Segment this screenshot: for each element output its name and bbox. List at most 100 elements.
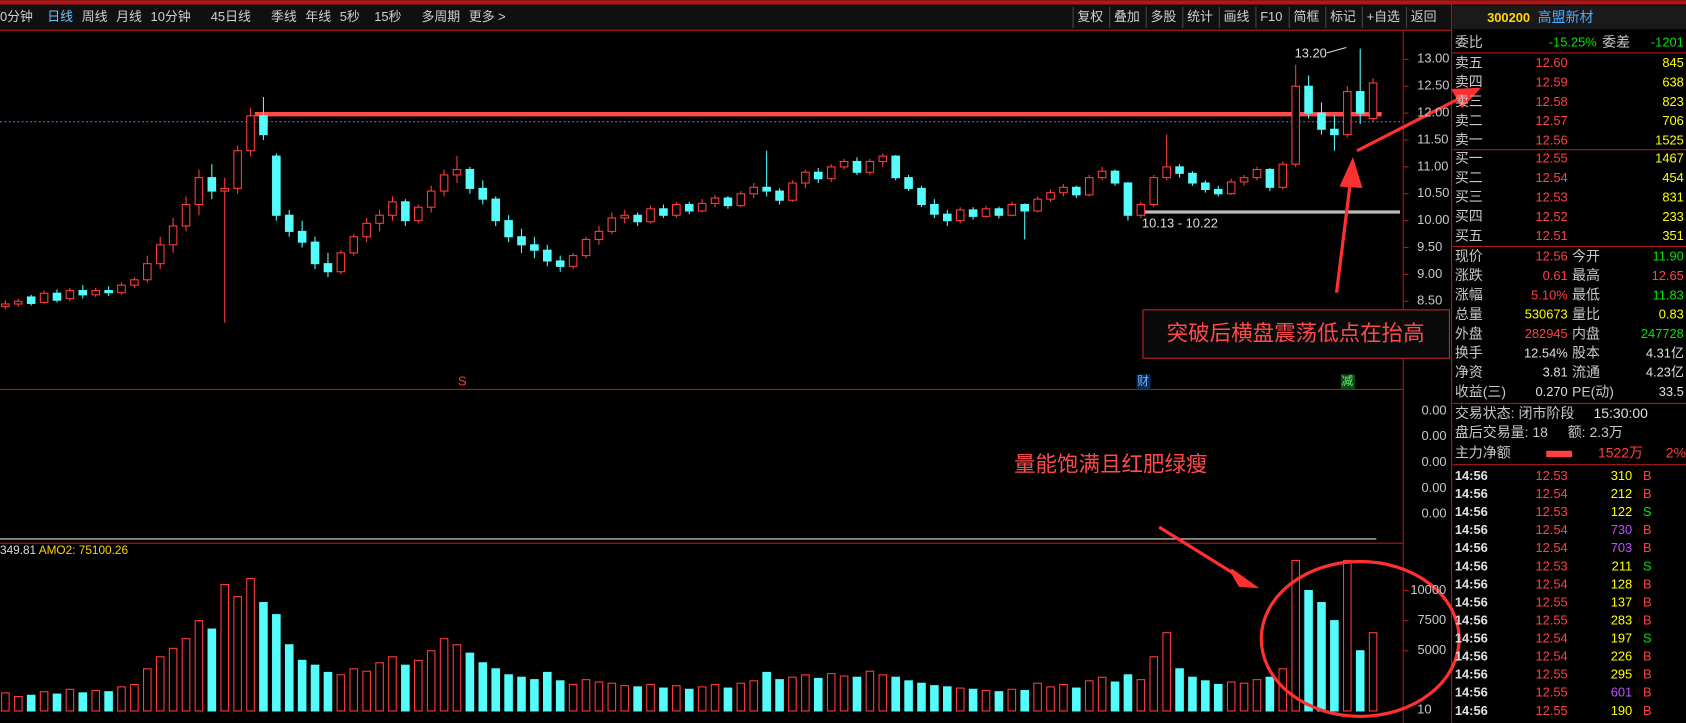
period-tab[interactable]: 0分钟 <box>0 9 33 24</box>
flow-bar <box>1546 450 1573 458</box>
tool-button[interactable]: 标记 <box>1330 9 1356 24</box>
candle-body <box>555 260 565 267</box>
period-tab[interactable]: 更多 > <box>469 9 506 24</box>
volume-bar <box>1136 679 1146 712</box>
tool-button[interactable]: 简框 <box>1294 9 1320 24</box>
volume-bar <box>736 682 746 712</box>
row-label: 委比 <box>1455 34 1483 50</box>
arrow <box>1334 180 1353 293</box>
period-tab[interactable]: 5秒 <box>340 9 360 24</box>
period-tab[interactable]: 10分钟 <box>151 9 191 24</box>
candle-body <box>904 177 913 189</box>
trade-volume: 601 <box>1611 685 1633 700</box>
volume-bar <box>1097 676 1107 712</box>
candle-body <box>143 263 152 281</box>
period-tab[interactable]: 年线 <box>305 9 331 24</box>
period-tab[interactable]: 45日线 <box>211 9 251 24</box>
book-price: 12.51 <box>1535 228 1567 243</box>
candle-body <box>581 238 591 257</box>
tool-button[interactable]: 返回 <box>1411 9 1437 24</box>
volume-bar <box>917 682 926 712</box>
book-price: 12.59 <box>1535 74 1567 89</box>
trade-volume: 226 <box>1611 649 1633 664</box>
book-price: 12.55 <box>1535 151 1567 166</box>
book-price: 12.56 <box>1535 132 1567 147</box>
volume-bar <box>994 691 1004 712</box>
trade-time: 14:56 <box>1455 667 1488 682</box>
candle-body <box>1033 198 1042 212</box>
volume-bar <box>942 686 952 712</box>
period-tab[interactable]: 周线 <box>82 9 108 24</box>
tool-button[interactable]: F10 <box>1260 9 1282 24</box>
status-text: 主力净额 <box>1455 445 1511 461</box>
candle-body <box>801 171 810 184</box>
period-tab[interactable]: 季线 <box>271 9 297 24</box>
period-tab[interactable]: 日线 <box>47 9 73 24</box>
candle-body <box>1278 163 1288 188</box>
volume-header: AMO2: 75100.26 <box>39 543 129 557</box>
volume-bar <box>1265 676 1275 712</box>
trade-time: 14:56 <box>1455 649 1488 664</box>
book-label: 买二 <box>1455 169 1483 185</box>
stat-value: 33.5 <box>1659 384 1684 399</box>
stat-label: 最高 <box>1572 267 1600 283</box>
arrow-head <box>1229 568 1260 589</box>
trade-time: 14:56 <box>1455 486 1488 501</box>
volume-bar <box>684 688 694 712</box>
book-price: 12.57 <box>1535 113 1567 128</box>
high-pointer <box>1326 47 1347 54</box>
volume-bar <box>723 687 733 712</box>
arrows <box>1158 87 1482 589</box>
indicator-tick-label: 0.00 <box>1421 454 1446 469</box>
candle-body <box>1175 166 1184 174</box>
trade-price: 12.55 <box>1535 612 1567 627</box>
status-text: 盘后交易量: 18 <box>1455 424 1548 440</box>
period-tab[interactable]: 多周期 <box>422 9 461 24</box>
candle-body <box>349 236 359 254</box>
stat-label: 股本 <box>1572 345 1600 361</box>
tool-button[interactable]: 多股 <box>1151 9 1177 24</box>
candle-body <box>930 203 939 215</box>
candle-body <box>994 208 1004 216</box>
top-stripe <box>0 0 1686 5</box>
candle-body <box>362 222 371 238</box>
trade-price: 12.54 <box>1535 631 1567 646</box>
volume-bar <box>1304 590 1313 712</box>
volume-bar <box>852 676 862 712</box>
volume-bar <box>1330 620 1339 712</box>
tool-button[interactable]: 复权 <box>1077 9 1103 24</box>
candle-body <box>452 169 462 176</box>
candle-body <box>788 182 797 201</box>
candle-body <box>1368 82 1378 120</box>
volume-bar <box>297 659 307 712</box>
candle-body <box>1201 182 1210 190</box>
range-label: 10.13 - 10.22 <box>1142 215 1218 230</box>
status-text: 15:30:00 <box>1594 405 1649 421</box>
note-price: 突破后横盘震荡低点在抬高 <box>1167 321 1425 345</box>
volume-bar <box>349 668 359 712</box>
tool-button[interactable]: +自选 <box>1367 9 1400 24</box>
candle-body <box>839 160 849 168</box>
book-volume: 1525 <box>1655 132 1684 147</box>
trade-time: 14:56 <box>1455 594 1488 609</box>
period-tab[interactable]: 15秒 <box>374 9 401 24</box>
book-volume: 823 <box>1662 94 1684 109</box>
arrow <box>1158 525 1240 578</box>
candle-body <box>672 203 681 216</box>
trade-price: 12.54 <box>1535 540 1567 555</box>
candle-body <box>1188 172 1197 184</box>
volume-bar <box>272 614 281 712</box>
book-volume: 1467 <box>1655 151 1684 166</box>
trade-price: 12.54 <box>1535 486 1567 501</box>
tool-button[interactable]: 画线 <box>1224 9 1250 24</box>
stat-value: 282945 <box>1525 326 1568 341</box>
volume-bar <box>375 662 384 712</box>
volume-bar <box>117 686 126 712</box>
tool-button[interactable]: 统计 <box>1187 9 1213 24</box>
period-tab[interactable]: 月线 <box>116 9 142 24</box>
stat-label: 换手 <box>1455 345 1483 361</box>
volume-bar <box>955 687 965 712</box>
tool-button[interactable]: 叠加 <box>1114 9 1140 24</box>
candle-body <box>181 203 191 227</box>
event-box <box>1136 374 1151 390</box>
